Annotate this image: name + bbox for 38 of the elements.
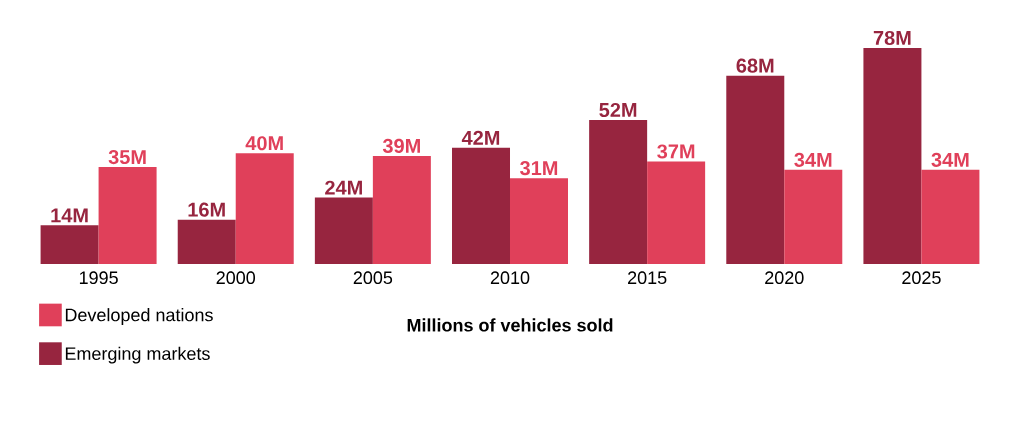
data-label: 37M xyxy=(657,144,695,159)
bar xyxy=(589,119,648,264)
data-label: 35M xyxy=(108,149,146,165)
bar xyxy=(372,155,431,264)
x-tick-label: 2000 xyxy=(216,271,256,285)
data-label: 42M xyxy=(461,130,500,145)
bar xyxy=(647,161,706,264)
bar xyxy=(177,219,236,264)
bar xyxy=(726,75,785,264)
bar xyxy=(784,169,843,264)
x-tick-label: 2025 xyxy=(902,271,941,285)
x-tick-label: 2010 xyxy=(490,271,530,285)
bar xyxy=(510,178,568,264)
legend-label: Developed nations xyxy=(65,308,213,325)
data-label: 31M xyxy=(520,161,558,176)
x-axis-title: Millions of vehicles sold xyxy=(407,318,613,332)
data-label: 16M xyxy=(188,202,225,217)
data-label: 34M xyxy=(931,152,969,167)
bar xyxy=(452,147,510,264)
data-label: 40M xyxy=(245,136,283,151)
data-label: 24M xyxy=(325,180,362,195)
bar xyxy=(98,167,157,264)
bar xyxy=(314,197,373,264)
x-tick-label: 2005 xyxy=(353,271,393,285)
bar xyxy=(863,48,922,264)
x-tick-label: 2015 xyxy=(628,271,667,285)
data-label: 78M xyxy=(873,30,911,46)
x-tick-label: 1995 xyxy=(79,271,118,285)
data-label: 68M xyxy=(736,58,774,73)
x-tick-label: 2020 xyxy=(765,271,804,285)
data-label: 52M xyxy=(599,102,637,118)
bar xyxy=(921,169,980,264)
legend-label: Emerging markets xyxy=(65,346,210,364)
data-label: 39M xyxy=(382,138,420,154)
data-label: 14M xyxy=(51,208,88,223)
data-label: 34M xyxy=(794,152,832,167)
bar xyxy=(40,225,99,264)
bar xyxy=(235,153,294,264)
